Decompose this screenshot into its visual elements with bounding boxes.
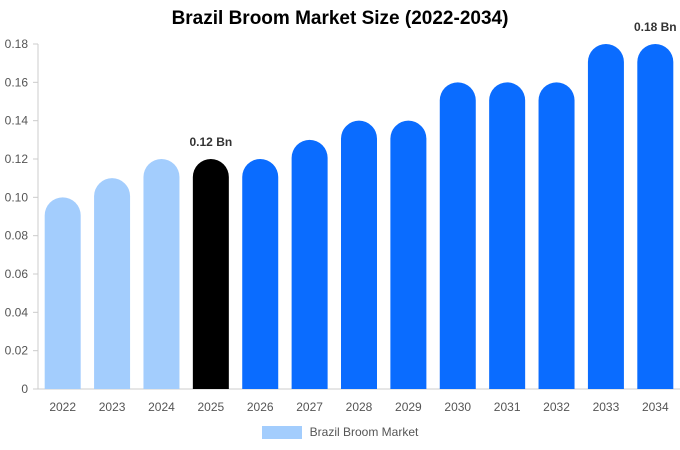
bar-2028	[341, 120, 377, 389]
bar-2030	[439, 82, 476, 389]
x-tick-label: 2022	[49, 400, 76, 414]
bar-2025	[192, 159, 229, 389]
y-tick-label: 0	[21, 382, 28, 396]
x-tick-label: 2029	[395, 400, 422, 414]
x-tick-label: 2032	[543, 400, 570, 414]
x-tick-label: 2025	[197, 400, 224, 414]
y-tick-label: 0.06	[5, 267, 29, 281]
x-tick-label: 2023	[99, 400, 126, 414]
bar-2022	[44, 197, 81, 389]
x-tick-label: 2033	[593, 400, 620, 414]
bar-2032	[538, 82, 575, 389]
x-tick-label: 2027	[296, 400, 323, 414]
bar-2023	[94, 178, 131, 389]
y-tick-label: 0.04	[5, 305, 29, 319]
legend[interactable]: Brazil Broom Market	[0, 425, 680, 439]
y-tick-label: 0.16	[5, 75, 29, 89]
bar-2026	[242, 159, 279, 389]
bar-2031	[489, 82, 526, 390]
bar-2029	[390, 120, 427, 389]
legend-label: Brazil Broom Market	[309, 425, 419, 439]
x-tick-label: 2024	[148, 400, 175, 414]
x-tick-label: 2028	[346, 400, 373, 414]
y-tick-label: 0.02	[5, 344, 29, 358]
y-tick-label: 0.12	[5, 152, 29, 166]
chart-title: Brazil Broom Market Size (2022-2034)	[171, 8, 509, 29]
y-tick-label: 0.10	[5, 190, 29, 204]
bar-2027	[291, 139, 328, 389]
x-tick-label: 2034	[642, 400, 669, 414]
bar-2033	[587, 44, 624, 389]
x-tick-label: 2026	[247, 400, 274, 414]
x-tick-label: 2030	[444, 400, 471, 414]
x-tick-label: 2031	[494, 400, 521, 414]
bar-2034	[637, 44, 674, 389]
y-tick-label: 0.18	[5, 37, 29, 51]
y-tick-label: 0.08	[5, 229, 29, 243]
legend-swatch	[261, 425, 302, 439]
data-label-2034: 0.18 Bn	[634, 20, 677, 34]
y-tick-label: 0.14	[5, 114, 29, 128]
bar-2024	[143, 159, 180, 389]
data-label-2025: 0.12 Bn	[190, 135, 233, 149]
